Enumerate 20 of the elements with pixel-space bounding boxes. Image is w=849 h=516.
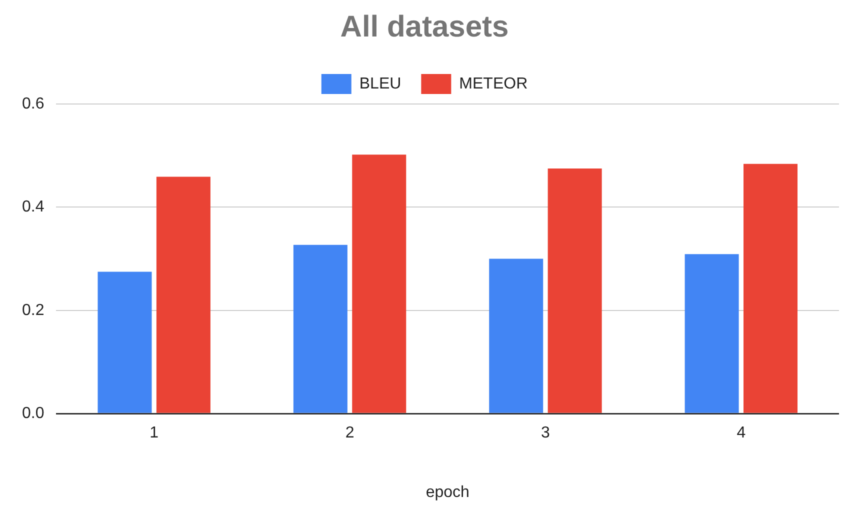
y-tick-label: 0.4 — [22, 198, 44, 216]
bar — [156, 176, 210, 413]
y-tick-label: 0.2 — [22, 302, 44, 319]
x-tick-label: 3 — [541, 424, 550, 442]
y-tick-label: 0.6 — [22, 95, 44, 112]
bar — [98, 272, 152, 413]
x-tick-label: 1 — [150, 424, 159, 442]
x-axis-title: epoch — [426, 484, 470, 501]
bar — [352, 154, 406, 413]
bar — [744, 164, 798, 413]
x-tick-label: 2 — [345, 424, 354, 442]
x-tick-label: 4 — [736, 424, 746, 442]
legend-label: BLEU — [359, 75, 402, 92]
chart-title: All datasets — [340, 10, 509, 44]
legend-label: METEOR — [459, 75, 528, 92]
y-tick-label: 0.0 — [22, 405, 44, 422]
bar — [548, 168, 602, 413]
bar — [489, 258, 544, 413]
bar — [684, 254, 739, 413]
bar — [293, 244, 348, 413]
